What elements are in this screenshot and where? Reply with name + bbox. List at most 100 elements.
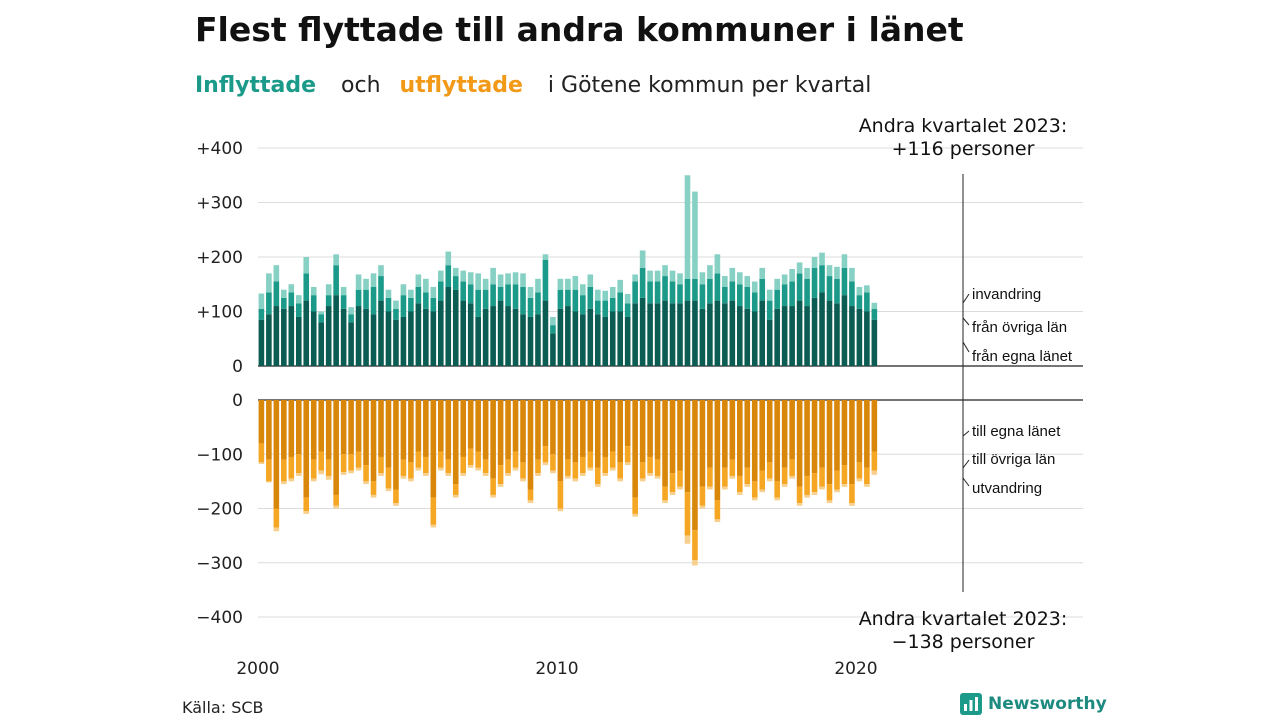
bar-inflow-immigration bbox=[430, 286, 437, 298]
bar-inflow-other bbox=[415, 286, 422, 304]
bar-outflow-emigration bbox=[535, 473, 541, 476]
bar-outflow-own bbox=[393, 400, 399, 490]
bar-outflow-other bbox=[849, 484, 855, 504]
bar-outflow-own bbox=[475, 400, 481, 452]
bar-outflow-own bbox=[467, 400, 474, 449]
bar-inflow-other bbox=[490, 284, 496, 307]
legend-inflow-label: från egna länet bbox=[972, 348, 1073, 365]
bar-outflow-emigration bbox=[811, 492, 818, 495]
bar-inflow-own bbox=[258, 319, 265, 366]
bar-inflow-immigration bbox=[744, 276, 751, 287]
bar-inflow-other bbox=[348, 314, 354, 323]
bar-outflow-emigration bbox=[408, 478, 414, 482]
bar-outflow-own bbox=[565, 400, 571, 460]
bar-inflow-other bbox=[550, 325, 556, 334]
bar-inflow-own bbox=[759, 300, 766, 366]
bar-inflow-own bbox=[542, 300, 549, 366]
bar-inflow-own bbox=[587, 308, 594, 366]
bar-inflow-own bbox=[535, 314, 541, 366]
bar-inflow-own bbox=[355, 306, 362, 366]
bar-inflow-immigration bbox=[295, 295, 302, 304]
bar-outflow-other bbox=[438, 451, 444, 468]
bar-outflow-own bbox=[490, 400, 496, 479]
bar-inflow-other bbox=[766, 300, 773, 320]
bar-inflow-immigration bbox=[737, 272, 743, 285]
x-tick-label: 2010 bbox=[535, 659, 578, 679]
bar-outflow-emigration bbox=[714, 519, 721, 523]
bar-outflow-emigration bbox=[490, 494, 496, 498]
bar-inflow-immigration bbox=[684, 175, 691, 279]
bar-inflow-immigration bbox=[594, 289, 601, 301]
bar-outflow-other bbox=[864, 467, 870, 485]
bar-outflow-other bbox=[871, 451, 878, 471]
bar-outflow-other bbox=[774, 481, 780, 498]
bar-outflow-emigration bbox=[766, 478, 773, 482]
bar-inflow-own bbox=[400, 316, 407, 366]
bar-outflow-own bbox=[482, 400, 489, 460]
y-tick-label-top: +400 bbox=[196, 139, 243, 159]
bar-inflow-immigration bbox=[639, 250, 646, 268]
bar-outflow-own bbox=[744, 400, 751, 468]
bar-inflow-other bbox=[557, 289, 564, 309]
bar-outflow-own bbox=[594, 400, 601, 468]
bar-inflow-own bbox=[415, 303, 422, 366]
bar-outflow-emigration bbox=[550, 470, 556, 474]
bar-inflow-other bbox=[864, 292, 870, 312]
bar-inflow-own bbox=[460, 300, 467, 366]
bar-inflow-immigration bbox=[475, 273, 481, 290]
subtitle-och: och bbox=[341, 73, 381, 98]
bar-inflow-immigration bbox=[393, 300, 399, 309]
bar-outflow-own bbox=[639, 400, 646, 463]
bar-outflow-emigration bbox=[632, 513, 638, 517]
bar-inflow-own bbox=[692, 300, 698, 366]
bar-inflow-own bbox=[482, 308, 489, 366]
bar-inflow-other bbox=[722, 286, 728, 304]
bar-outflow-other bbox=[826, 484, 833, 501]
bar-outflow-other bbox=[759, 470, 766, 490]
bar-outflow-emigration bbox=[677, 486, 683, 490]
bar-inflow-immigration bbox=[505, 273, 511, 285]
bar-inflow-immigration bbox=[841, 254, 848, 268]
bar-outflow-emigration bbox=[609, 467, 616, 471]
leader-till-ovriga bbox=[962, 459, 970, 469]
bar-inflow-other bbox=[684, 278, 691, 301]
bar-inflow-immigration bbox=[550, 316, 556, 326]
bar-inflow-immigration bbox=[580, 284, 586, 296]
bar-inflow-immigration bbox=[303, 257, 310, 274]
bar-outflow-other bbox=[557, 481, 564, 509]
bar-inflow-other bbox=[759, 278, 766, 301]
bar-outflow-other bbox=[303, 497, 310, 512]
bar-inflow-immigration bbox=[385, 289, 392, 298]
bar-inflow-other bbox=[505, 284, 511, 307]
bar-inflow-immigration bbox=[669, 270, 676, 282]
bar-inflow-own bbox=[707, 303, 713, 366]
bar-outflow-emigration bbox=[497, 484, 504, 487]
bar-inflow-other bbox=[430, 297, 437, 312]
bar-inflow-immigration bbox=[281, 289, 287, 298]
bar-outflow-other bbox=[310, 459, 317, 479]
newsworthy-logo-icon bbox=[960, 693, 982, 715]
bar-outflow-other bbox=[587, 451, 594, 468]
bar-inflow-other bbox=[542, 259, 549, 301]
bar-inflow-other bbox=[639, 267, 646, 298]
leader-till-egna bbox=[962, 430, 970, 437]
annotations: Andra kvartalet 2023:+116 personerAndra … bbox=[859, 115, 1073, 653]
bar-outflow-own bbox=[273, 400, 280, 509]
bar-inflow-other bbox=[617, 292, 623, 312]
y-tick-label-bottom: 0 bbox=[232, 391, 243, 411]
inflow-bars bbox=[258, 175, 878, 366]
bar-inflow-immigration bbox=[766, 289, 773, 301]
bar-outflow-emigration bbox=[841, 484, 848, 487]
chart-title: Flest flyttade till andra kommuner i län… bbox=[195, 10, 964, 49]
bar-inflow-other bbox=[527, 297, 534, 317]
bar-outflow-other bbox=[811, 473, 818, 493]
bar-inflow-own bbox=[363, 308, 369, 366]
bar-inflow-own bbox=[594, 314, 601, 366]
bar-outflow-own bbox=[340, 400, 347, 455]
bar-inflow-immigration bbox=[542, 254, 549, 260]
bar-inflow-own bbox=[378, 300, 384, 366]
bar-inflow-immigration bbox=[796, 262, 803, 274]
bar-outflow-own bbox=[310, 400, 317, 460]
bar-outflow-other bbox=[497, 465, 504, 485]
